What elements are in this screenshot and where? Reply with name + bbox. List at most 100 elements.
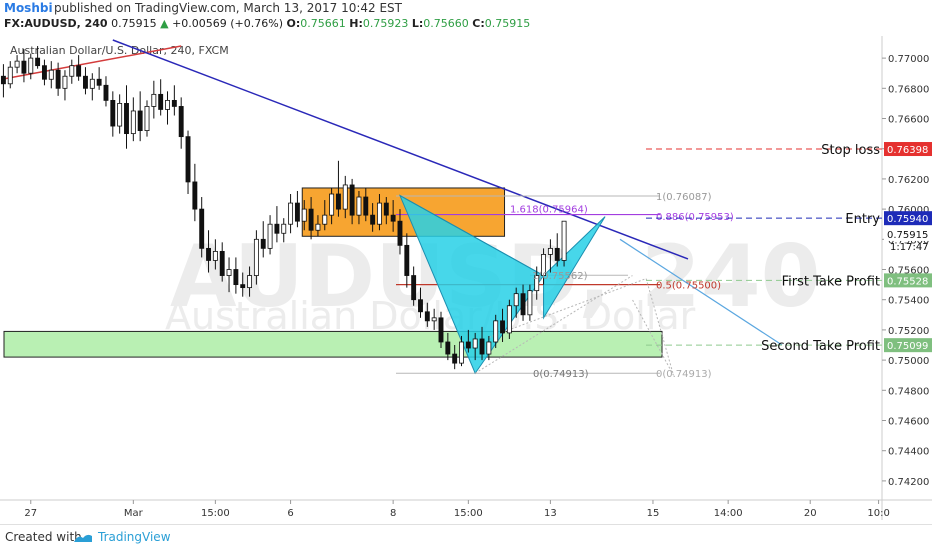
descending-trendline [112, 39, 689, 260]
candle [500, 308, 505, 342]
candle [212, 239, 218, 270]
candle-body [144, 106, 150, 131]
candle [185, 130, 191, 195]
candle-body [240, 284, 246, 289]
pattern-triangle-bcd [543, 216, 606, 320]
candle [96, 67, 102, 90]
candle [103, 76, 109, 107]
current-price-text: 0.75915 [887, 230, 928, 241]
candle-body [178, 106, 184, 138]
high-label: H: [349, 17, 363, 30]
candle-body [486, 341, 492, 355]
candle [35, 46, 41, 69]
chart-area[interactable]: AUDUSD, 240 Australian Dollar/U.S. Dollar… [0, 36, 932, 520]
time-tick-label: 13 [544, 508, 557, 519]
close-value: 0.75915 [484, 17, 531, 30]
candle-body [62, 75, 68, 89]
candle-body [165, 99, 170, 110]
candle-body [260, 238, 266, 249]
candle-body [513, 293, 519, 307]
candle [411, 266, 417, 306]
price-change: +0.00569 (+0.76%) [172, 17, 284, 30]
candle-body [520, 293, 526, 316]
candle [110, 91, 116, 137]
candle [534, 266, 540, 300]
candle-body [124, 103, 129, 135]
candle [397, 209, 403, 255]
candle [165, 91, 170, 125]
low-label: L: [411, 17, 424, 30]
chart-title: Australian Dollar/U.S. Dollar, 240, FXCM [10, 44, 229, 57]
level-label: First Take Profit [782, 274, 880, 289]
candle-body [288, 202, 294, 225]
candle [506, 299, 512, 339]
candle-body [301, 208, 307, 222]
price-badge [884, 142, 932, 157]
candle-body [479, 338, 485, 355]
candle-body [247, 275, 253, 289]
watermark-name: Australian Dollar/U.S. Dollar [165, 294, 696, 338]
candle [21, 49, 27, 83]
time-tick-label: 6 [287, 508, 293, 519]
candle [137, 91, 143, 142]
time-tick-label: Mar [124, 508, 144, 519]
candle [206, 230, 211, 273]
candle-body [96, 78, 102, 86]
candle [171, 85, 177, 116]
candle [294, 190, 300, 228]
price-tick-label: 0.74200 [888, 477, 929, 488]
candle-body [404, 244, 410, 276]
candle [418, 287, 423, 318]
price-tick-label: 0.77000 [888, 54, 929, 65]
candle [233, 257, 239, 294]
candle [260, 221, 266, 258]
candle-body [424, 311, 430, 322]
low-value: 0.75660 [423, 17, 469, 30]
candle [192, 163, 198, 222]
up-triangle-icon: ▲ [160, 17, 169, 30]
candle [459, 335, 464, 367]
author-name[interactable]: Moshbi [4, 1, 53, 15]
candle [554, 233, 560, 267]
candle [541, 248, 547, 285]
candle [431, 308, 437, 330]
candle-body [335, 193, 341, 210]
candle [383, 197, 389, 225]
candle [117, 94, 123, 134]
candle-body [431, 317, 437, 322]
time-tick-label: 8 [390, 508, 396, 519]
candle-body [363, 196, 369, 216]
time-tick-label: 20 [804, 508, 817, 519]
level-label: Entry [845, 212, 880, 227]
candle [493, 314, 499, 349]
candle-body [356, 196, 362, 216]
price-badge-text: 0.76398 [887, 145, 928, 156]
candle [83, 67, 88, 95]
candle [158, 79, 164, 116]
candle-body [274, 223, 280, 234]
open-label: O: [286, 17, 301, 30]
created-with-label: Created with [5, 530, 82, 544]
candle [55, 62, 61, 96]
price-badge [884, 338, 932, 353]
ohlc-readout: FX:AUDUSD, 240 0.75915 ▲ +0.00569 (+0.76… [4, 17, 530, 30]
candle [301, 200, 307, 231]
tradingview-link[interactable]: TradingView [98, 530, 171, 544]
candle-body [226, 269, 232, 276]
candle [335, 160, 341, 217]
candle [76, 55, 82, 81]
candle-body [76, 65, 82, 77]
candle-body [541, 254, 547, 276]
candle-body [55, 69, 61, 89]
fib-label: 1(0.76087) [656, 192, 712, 203]
candle-body [418, 299, 423, 313]
candle-body [329, 193, 335, 216]
current-price-box [884, 228, 932, 241]
price-tick-label: 0.76200 [888, 175, 929, 186]
candle-body [185, 136, 191, 183]
price-badge-text: 0.75528 [887, 276, 928, 287]
pattern-leg-xb [399, 195, 544, 276]
candle [479, 326, 485, 361]
price-badge [884, 211, 932, 226]
